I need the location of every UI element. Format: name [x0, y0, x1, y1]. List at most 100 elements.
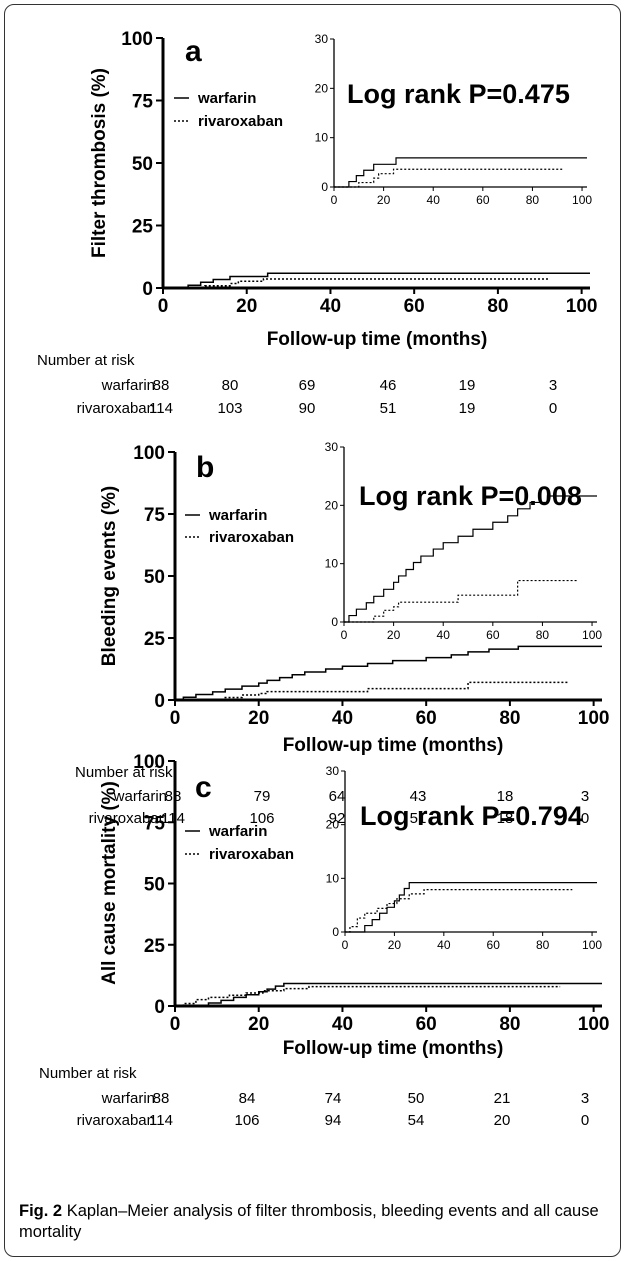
- y-tick-label: 75: [144, 505, 166, 526]
- x-axis-label: Follow-up time (months): [283, 735, 504, 756]
- inset-series-line-warfarin: [344, 495, 597, 623]
- risk-value: 54: [408, 1112, 425, 1129]
- inset-x-tick-label: 80: [536, 938, 550, 952]
- inset-x-tick-label: 20: [377, 193, 391, 207]
- y-tick-label: 100: [133, 443, 165, 464]
- inset-y-tick-label: 30: [325, 440, 339, 454]
- x-tick-label: 20: [248, 1014, 269, 1035]
- risk-value: 64: [329, 788, 346, 805]
- series-line-warfarin: [175, 645, 602, 701]
- x-tick-label: 20: [248, 708, 269, 729]
- risk-value: 50: [408, 1090, 425, 1107]
- risk-row-label: warfarin: [101, 377, 155, 394]
- x-tick-label: 80: [499, 1014, 520, 1035]
- panel-letter: a: [185, 35, 202, 68]
- x-tick-label: 80: [487, 296, 508, 317]
- inset-y-tick-label: 10: [325, 557, 339, 571]
- inset-y-tick-label: 20: [315, 81, 329, 95]
- y-axis-label: Bleeding events (%): [99, 486, 120, 667]
- x-tick-label: 0: [170, 1014, 181, 1035]
- risk-value: 69: [299, 377, 316, 394]
- y-tick-label: 0: [142, 279, 153, 300]
- legend-label: warfarin: [208, 823, 267, 840]
- x-tick-label: 100: [578, 708, 610, 729]
- inset-x-tick-label: 40: [437, 938, 451, 952]
- figure-caption: Fig. 2 Kaplan–Meier analysis of filter t…: [19, 1201, 619, 1243]
- x-tick-label: 40: [320, 296, 341, 317]
- risk-row-label: rivaroxaban: [77, 1112, 155, 1129]
- inset-y-tick-label: 0: [332, 925, 339, 939]
- y-tick-label: 0: [154, 997, 165, 1018]
- risk-value: 90: [299, 400, 316, 417]
- risk-value: 88: [153, 377, 170, 394]
- inset-x-tick-label: 60: [476, 193, 490, 207]
- legend-label: warfarin: [208, 507, 267, 524]
- risk-value: 43: [410, 788, 427, 805]
- series-line-warfarin: [175, 982, 602, 1007]
- y-tick-label: 50: [144, 875, 165, 896]
- inset-y-tick-label: 10: [315, 131, 329, 145]
- risk-value: 0: [549, 400, 557, 417]
- y-tick-label: 25: [144, 629, 166, 650]
- x-tick-label: 20: [236, 296, 257, 317]
- x-tick-label: 40: [332, 1014, 353, 1035]
- inset-x-tick-label: 80: [536, 628, 550, 642]
- risk-value: 51: [380, 400, 397, 417]
- risk-row-label: warfarin: [113, 788, 167, 805]
- inset-x-tick-label: 100: [572, 193, 592, 207]
- x-tick-label: 60: [416, 708, 437, 729]
- inset-y-tick-label: 20: [326, 818, 340, 832]
- risk-value: 114: [161, 810, 185, 827]
- risk-value: 114: [149, 400, 173, 417]
- risk-value: 88: [165, 788, 182, 805]
- inset-series-line-rivaroxaban: [334, 168, 563, 188]
- x-tick-label: 100: [578, 1014, 610, 1035]
- y-tick-label: 25: [132, 217, 154, 238]
- x-tick-label: 0: [170, 708, 181, 729]
- inset-x-tick-label: 0: [341, 628, 348, 642]
- risk-value: 3: [549, 377, 557, 394]
- risk-value: 18: [497, 788, 514, 805]
- x-tick-label: 100: [566, 296, 598, 317]
- x-axis-label: Follow-up time (months): [267, 329, 488, 350]
- risk-value: 74: [325, 1090, 342, 1107]
- inset-x-tick-label: 60: [487, 938, 501, 952]
- x-tick-label: 40: [332, 708, 353, 729]
- risk-value: 84: [239, 1090, 256, 1107]
- inset-series-line-rivaroxaban: [345, 889, 573, 933]
- risk-value: 21: [494, 1090, 511, 1107]
- inset-x-tick-label: 0: [331, 193, 338, 207]
- legend-label: rivaroxaban: [198, 113, 283, 130]
- series-line-rivaroxaban: [175, 985, 561, 1007]
- inset-x-tick-label: 20: [388, 938, 402, 952]
- risk-value: 51: [410, 810, 427, 827]
- risk-value: 92: [329, 810, 346, 827]
- y-tick-label: 100: [133, 752, 165, 773]
- risk-row-label: warfarin: [101, 1090, 155, 1107]
- risk-row-label: rivaroxaban: [77, 400, 155, 417]
- inset-y-tick-label: 0: [331, 615, 338, 629]
- log-rank-annotation: Log rank P=0.008: [359, 481, 582, 511]
- risk-value: 20: [494, 1112, 511, 1129]
- inset-series-line-warfarin: [334, 157, 587, 188]
- series-line-warfarin: [163, 272, 590, 289]
- inset-x-tick-label: 60: [486, 628, 500, 642]
- y-tick-label: 0: [154, 691, 165, 712]
- risk-value: 80: [222, 377, 239, 394]
- legend-label: warfarin: [197, 90, 256, 107]
- risk-value: 19: [459, 400, 476, 417]
- inset-y-tick-label: 20: [325, 498, 339, 512]
- risk-value: 79: [254, 788, 271, 805]
- inset-x-tick-label: 100: [582, 628, 602, 642]
- risk-table-title: Number at risk: [39, 1065, 137, 1082]
- risk-value: 3: [581, 1090, 589, 1107]
- y-tick-label: 25: [144, 936, 166, 957]
- figure-frame: 0 25 50 75 100 0 20 40 60 80 100 Follow-up time (mo…: [4, 4, 621, 1257]
- risk-value: 3: [581, 788, 589, 805]
- legend-label: rivaroxaban: [209, 529, 294, 546]
- risk-value: 0: [581, 1112, 589, 1129]
